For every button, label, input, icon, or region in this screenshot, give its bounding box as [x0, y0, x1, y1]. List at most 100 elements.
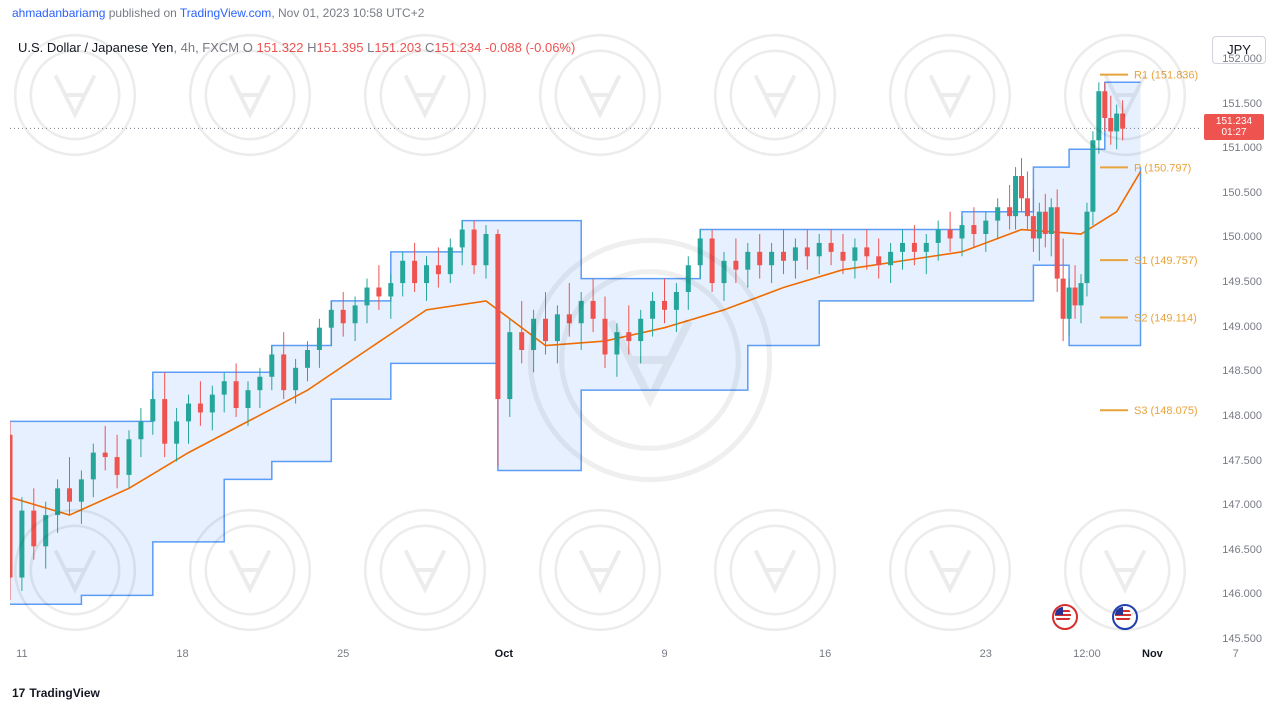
candle: [412, 261, 417, 283]
candle: [745, 252, 750, 270]
event-flag-icon[interactable]: [1052, 604, 1078, 630]
candle: [376, 288, 381, 297]
y-tick: 148.500: [1222, 365, 1262, 377]
candle: [983, 221, 988, 234]
candle: [1114, 114, 1119, 132]
candle: [507, 332, 512, 399]
candle: [1073, 288, 1078, 306]
x-axis[interactable]: 111825Oct9162312:00Nov7: [10, 648, 1200, 668]
tradingview-logo[interactable]: 17TradingView: [12, 686, 100, 700]
site-link[interactable]: TradingView.com: [180, 6, 271, 20]
author-link[interactable]: ahmadanbariamg: [12, 6, 105, 20]
candle: [234, 381, 239, 408]
candle: [912, 243, 917, 252]
x-tick: 18: [176, 648, 188, 660]
pivot-label-P: P (150.797): [1134, 162, 1191, 174]
candle: [543, 319, 548, 341]
y-tick: 147.500: [1222, 455, 1262, 467]
candle: [317, 328, 322, 350]
symbol-line: U.S. Dollar / Japanese Yen, 4h, FXCM O 1…: [18, 40, 575, 55]
candle: [448, 247, 453, 274]
candle: [281, 354, 286, 390]
candle: [1019, 176, 1024, 198]
y-tick: 151.000: [1222, 142, 1262, 154]
y-tick: 148.000: [1222, 410, 1262, 422]
candle: [162, 399, 167, 444]
candle: [198, 404, 203, 413]
candle: [769, 252, 774, 265]
candle: [722, 261, 727, 283]
candle: [793, 247, 798, 260]
candle: [222, 381, 227, 394]
y-axis[interactable]: 145.500146.000146.500147.000147.500148.0…: [1200, 60, 1270, 640]
candle: [1102, 91, 1107, 118]
candle: [43, 515, 48, 546]
x-tick: Oct: [495, 648, 513, 660]
candle: [329, 310, 334, 328]
candle: [995, 207, 1000, 220]
x-tick: 25: [337, 648, 349, 660]
candle: [733, 261, 738, 270]
candle: [103, 453, 108, 457]
candle: [353, 305, 358, 323]
candle: [1084, 212, 1089, 283]
candle: [1067, 288, 1072, 319]
candle: [626, 332, 631, 341]
candle: [19, 511, 24, 578]
candle: [698, 238, 703, 265]
candle: [614, 332, 619, 354]
candle: [531, 319, 536, 350]
y-tick: 151.500: [1222, 98, 1262, 110]
candle: [293, 368, 298, 390]
candle: [186, 404, 191, 422]
candle: [936, 230, 941, 243]
candle: [579, 301, 584, 323]
candle: [1108, 118, 1113, 131]
x-tick: 23: [980, 648, 992, 660]
candle: [365, 288, 370, 306]
candle: [948, 230, 953, 239]
chart-area[interactable]: R1 (151.836)P (150.797)S1 (149.757)S2 (1…: [10, 60, 1200, 640]
candle: [424, 265, 429, 283]
candle: [269, 354, 274, 376]
candle: [1055, 207, 1060, 278]
candle: [1120, 114, 1125, 129]
candle: [305, 350, 310, 368]
event-flag-icon[interactable]: [1112, 604, 1138, 630]
candle: [662, 301, 667, 310]
candle: [960, 225, 965, 238]
candle: [495, 234, 500, 399]
chart-root: ahmadanbariamg published on TradingView.…: [0, 0, 1280, 708]
candle: [127, 439, 132, 475]
candle: [1031, 216, 1036, 238]
candle: [138, 421, 143, 439]
y-tick: 147.000: [1222, 499, 1262, 511]
candle: [686, 265, 691, 292]
candle: [852, 247, 857, 260]
y-tick: 146.500: [1222, 544, 1262, 556]
y-tick: 149.000: [1222, 321, 1262, 333]
candle: [460, 230, 465, 248]
candle: [484, 234, 489, 265]
candle: [91, 453, 96, 480]
candle: [603, 319, 608, 355]
y-tick: 146.000: [1222, 588, 1262, 600]
candle: [841, 252, 846, 261]
candle: [341, 310, 346, 323]
candle: [31, 511, 36, 547]
candle: [757, 252, 762, 265]
candle: [971, 225, 976, 234]
candle: [805, 247, 810, 256]
candle: [650, 301, 655, 319]
pivot-label-R1: R1 (151.836): [1134, 70, 1198, 82]
candle: [555, 314, 560, 341]
candle: [174, 421, 179, 443]
tv-icon: 17: [12, 686, 25, 700]
symbol-pair[interactable]: U.S. Dollar / Japanese Yen: [18, 40, 173, 55]
candle: [388, 283, 393, 296]
candle: [1090, 140, 1095, 211]
x-tick: 11: [16, 648, 27, 660]
pivot-label-S1: S1 (149.757): [1134, 255, 1198, 267]
candle: [1079, 283, 1084, 305]
price-box-price: 151.234: [1204, 116, 1264, 127]
